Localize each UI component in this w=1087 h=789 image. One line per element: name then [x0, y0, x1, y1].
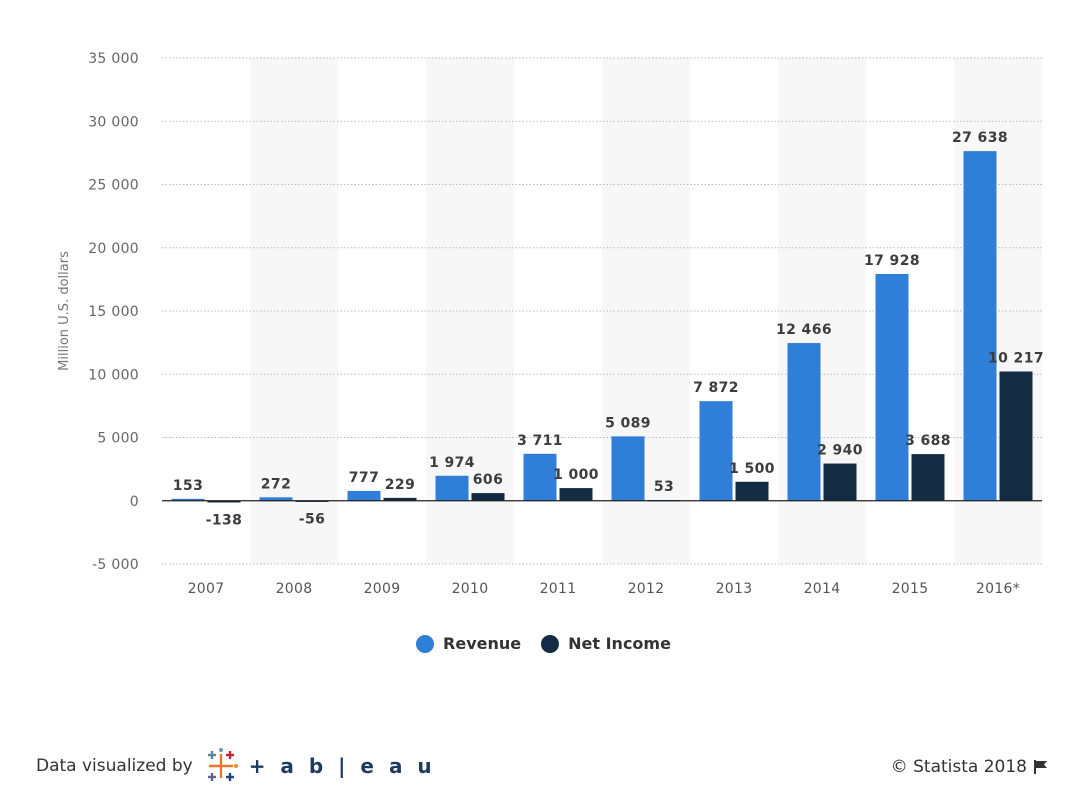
legend-label-net-income: Net Income: [568, 634, 671, 653]
x-tick-label: 2015: [892, 581, 929, 597]
bar-revenue: [435, 475, 469, 501]
bar-net-income: [911, 454, 945, 501]
data-label: 272: [261, 476, 291, 492]
y-tick-label: -5 000: [92, 557, 139, 573]
bar-revenue: [787, 343, 821, 501]
credit-text: Data visualized by: [36, 756, 193, 776]
y-tick-label: 25 000: [88, 178, 139, 194]
x-tick-label: 2009: [364, 581, 401, 597]
data-label: 1 000: [553, 467, 599, 483]
data-label: 777: [349, 470, 379, 486]
x-axis-ticks: 2007 2008 2009 2010 2011 2012 2013 2014 2015 2016…: [188, 581, 1020, 597]
x-tick-label: 2012: [628, 581, 665, 597]
tableau-credit[interactable]: Data visualized by + a b | e a u: [36, 748, 436, 784]
x-tick-label: 2011: [540, 581, 577, 597]
data-label: 27 638: [952, 130, 1008, 146]
x-tick-label: 2014: [804, 581, 841, 597]
y-tick-label: 0: [130, 494, 139, 510]
data-label: 12 466: [776, 322, 832, 338]
bar-revenue: [963, 151, 997, 501]
y-tick-label: 15 000: [88, 304, 139, 320]
bar-net-income: [999, 371, 1033, 501]
tableau-logo-icon: [207, 748, 238, 781]
bar-revenue: [259, 497, 293, 501]
data-label: 10 217: [988, 351, 1044, 367]
bar-net-income: [735, 481, 769, 501]
bar-revenue: [171, 498, 205, 501]
legend-label-revenue: Revenue: [443, 634, 522, 653]
bar-net-income: [823, 463, 857, 501]
copyright-text: © Statista 2018: [890, 757, 1027, 777]
bar-revenue: [347, 490, 381, 501]
x-tick-label: 2013: [716, 581, 753, 597]
legend: Revenue Net Income: [0, 634, 1087, 653]
tableau-wordmark: + a b | e a u: [248, 754, 436, 778]
data-label: 606: [473, 472, 503, 488]
y-tick-label: 35 000: [88, 51, 139, 67]
y-axis-ticks: -5 000 0 5 000 10 000 15 000 20 000 25 000 30 0…: [88, 51, 139, 573]
bar-net-income: [383, 497, 417, 501]
bar-revenue: [875, 273, 909, 501]
y-tick-label: 20 000: [88, 241, 139, 257]
x-tick-label: 2008: [276, 581, 313, 597]
bar-revenue: [611, 436, 645, 501]
legend-item-net-income[interactable]: Net Income: [541, 634, 671, 653]
x-tick-label: 2007: [188, 581, 225, 597]
statista-credit[interactable]: © Statista 2018: [891, 757, 1049, 777]
bar-revenue: [523, 453, 557, 501]
data-label: 3 688: [905, 433, 951, 449]
y-axis-label: Million U.S. dollars: [57, 251, 72, 371]
bar-revenue: [699, 401, 733, 501]
legend-dot-revenue: [416, 634, 435, 653]
data-label: 17 928: [864, 253, 920, 269]
flag-icon: [1034, 760, 1047, 774]
bar-net-income: [207, 500, 241, 503]
x-tick-label: 2016*: [976, 581, 1020, 597]
bar-net-income: [471, 493, 505, 501]
legend-dot-net-income: [541, 634, 560, 653]
bar-net-income: [559, 488, 593, 501]
data-label: 153: [173, 478, 203, 494]
data-label: 3 711: [517, 433, 563, 449]
data-label: 1 974: [429, 455, 475, 471]
bars: [171, 151, 1033, 503]
data-label: -138: [206, 512, 243, 528]
x-tick-label: 2010: [452, 581, 489, 597]
legend-item-revenue[interactable]: Revenue: [416, 634, 521, 653]
data-label: 7 872: [693, 380, 739, 396]
data-label: 1 500: [729, 461, 775, 477]
data-label: 2 940: [817, 443, 863, 459]
data-label: 229: [385, 477, 415, 493]
data-label: -56: [299, 511, 326, 527]
y-tick-label: 10 000: [88, 367, 139, 383]
y-tick-label: 30 000: [88, 114, 139, 130]
data-label: 5 089: [605, 415, 651, 431]
data-label: 53: [654, 479, 674, 495]
y-tick-label: 5 000: [97, 431, 139, 447]
